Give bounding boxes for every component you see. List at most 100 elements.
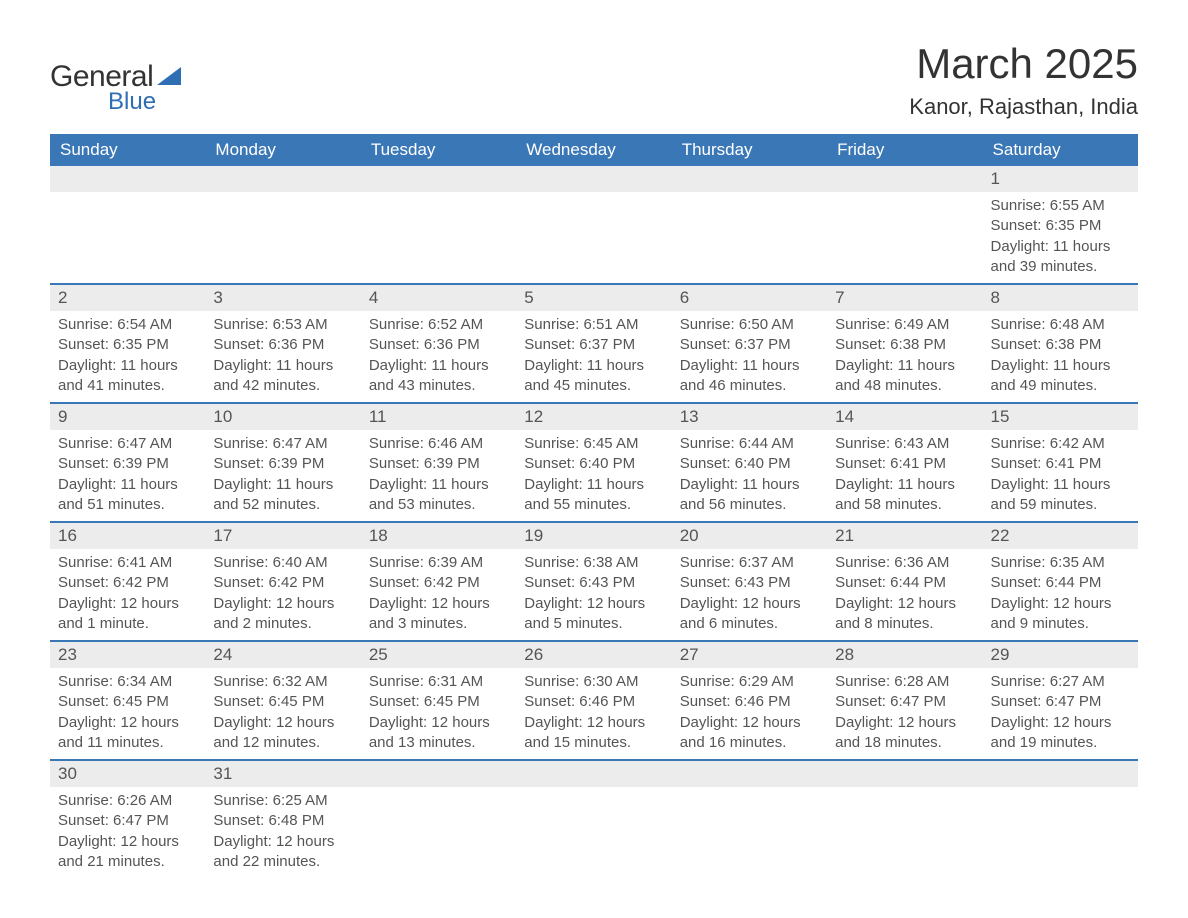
sunset-text: Sunset: 6:45 PM xyxy=(58,692,197,712)
sunset-text: Sunset: 6:39 PM xyxy=(369,454,508,474)
day-body: Sunrise: 6:28 AMSunset: 6:47 PMDaylight:… xyxy=(827,668,982,759)
sunrise-text: Sunrise: 6:47 AM xyxy=(58,434,197,454)
day-number: 2 xyxy=(50,285,205,311)
calendar-day: 5Sunrise: 6:51 AMSunset: 6:37 PMDaylight… xyxy=(516,284,671,403)
sunset-text: Sunset: 6:42 PM xyxy=(213,573,352,593)
sunset-text: Sunset: 6:43 PM xyxy=(524,573,663,593)
calendar-day: 20Sunrise: 6:37 AMSunset: 6:43 PMDayligh… xyxy=(672,522,827,641)
sunset-text: Sunset: 6:44 PM xyxy=(835,573,974,593)
sunrise-text: Sunrise: 6:42 AM xyxy=(991,434,1130,454)
weekday-header: Monday xyxy=(205,134,360,166)
daylight-text: Daylight: 12 hours and 9 minutes. xyxy=(991,594,1130,635)
day-body xyxy=(672,192,827,212)
day-number: 31 xyxy=(205,761,360,787)
sunset-text: Sunset: 6:35 PM xyxy=(58,335,197,355)
day-number: 24 xyxy=(205,642,360,668)
sunrise-text: Sunrise: 6:36 AM xyxy=(835,553,974,573)
day-body: Sunrise: 6:44 AMSunset: 6:40 PMDaylight:… xyxy=(672,430,827,521)
sunset-text: Sunset: 6:40 PM xyxy=(680,454,819,474)
day-number: 29 xyxy=(983,642,1138,668)
sunset-text: Sunset: 6:37 PM xyxy=(524,335,663,355)
location-text: Kanor, Rajasthan, India xyxy=(909,94,1138,120)
day-body: Sunrise: 6:37 AMSunset: 6:43 PMDaylight:… xyxy=(672,549,827,640)
day-number: 1 xyxy=(983,166,1138,192)
calendar-day-empty: . xyxy=(983,760,1138,878)
calendar-day: 25Sunrise: 6:31 AMSunset: 6:45 PMDayligh… xyxy=(361,641,516,760)
sunrise-text: Sunrise: 6:52 AM xyxy=(369,315,508,335)
calendar-day: 12Sunrise: 6:45 AMSunset: 6:40 PMDayligh… xyxy=(516,403,671,522)
calendar-head: SundayMondayTuesdayWednesdayThursdayFrid… xyxy=(50,134,1138,166)
calendar-day: 2Sunrise: 6:54 AMSunset: 6:35 PMDaylight… xyxy=(50,284,205,403)
day-number: 13 xyxy=(672,404,827,430)
day-body: Sunrise: 6:38 AMSunset: 6:43 PMDaylight:… xyxy=(516,549,671,640)
daylight-text: Daylight: 11 hours and 41 minutes. xyxy=(58,356,197,397)
calendar-day-empty: . xyxy=(50,166,205,284)
daylight-text: Daylight: 12 hours and 15 minutes. xyxy=(524,713,663,754)
sunset-text: Sunset: 6:45 PM xyxy=(369,692,508,712)
calendar-day: 24Sunrise: 6:32 AMSunset: 6:45 PMDayligh… xyxy=(205,641,360,760)
sunset-text: Sunset: 6:47 PM xyxy=(835,692,974,712)
day-body xyxy=(983,787,1138,807)
day-number: . xyxy=(516,166,671,192)
sunset-text: Sunset: 6:38 PM xyxy=(991,335,1130,355)
daylight-text: Daylight: 11 hours and 58 minutes. xyxy=(835,475,974,516)
sunset-text: Sunset: 6:43 PM xyxy=(680,573,819,593)
weekday-header: Thursday xyxy=(672,134,827,166)
calendar-day: 6Sunrise: 6:50 AMSunset: 6:37 PMDaylight… xyxy=(672,284,827,403)
day-body xyxy=(361,192,516,212)
day-number: 30 xyxy=(50,761,205,787)
day-body: Sunrise: 6:39 AMSunset: 6:42 PMDaylight:… xyxy=(361,549,516,640)
sunrise-text: Sunrise: 6:27 AM xyxy=(991,672,1130,692)
calendar-day: 16Sunrise: 6:41 AMSunset: 6:42 PMDayligh… xyxy=(50,522,205,641)
calendar-day-empty: . xyxy=(827,166,982,284)
calendar-day: 22Sunrise: 6:35 AMSunset: 6:44 PMDayligh… xyxy=(983,522,1138,641)
sunrise-text: Sunrise: 6:31 AM xyxy=(369,672,508,692)
day-body xyxy=(361,787,516,807)
day-number: . xyxy=(50,166,205,192)
sunrise-text: Sunrise: 6:37 AM xyxy=(680,553,819,573)
daylight-text: Daylight: 11 hours and 51 minutes. xyxy=(58,475,197,516)
day-body: Sunrise: 6:53 AMSunset: 6:36 PMDaylight:… xyxy=(205,311,360,402)
day-number: 20 xyxy=(672,523,827,549)
calendar-day: 26Sunrise: 6:30 AMSunset: 6:46 PMDayligh… xyxy=(516,641,671,760)
daylight-text: Daylight: 12 hours and 19 minutes. xyxy=(991,713,1130,754)
daylight-text: Daylight: 11 hours and 48 minutes. xyxy=(835,356,974,397)
daylight-text: Daylight: 11 hours and 39 minutes. xyxy=(991,237,1130,278)
day-body: Sunrise: 6:45 AMSunset: 6:40 PMDaylight:… xyxy=(516,430,671,521)
day-body: Sunrise: 6:31 AMSunset: 6:45 PMDaylight:… xyxy=(361,668,516,759)
day-body: Sunrise: 6:47 AMSunset: 6:39 PMDaylight:… xyxy=(50,430,205,521)
daylight-text: Daylight: 12 hours and 13 minutes. xyxy=(369,713,508,754)
day-number: . xyxy=(516,761,671,787)
day-number: 3 xyxy=(205,285,360,311)
sunset-text: Sunset: 6:46 PM xyxy=(524,692,663,712)
header-row: General Blue March 2025 Kanor, Rajasthan… xyxy=(50,40,1138,120)
sunset-text: Sunset: 6:37 PM xyxy=(680,335,819,355)
day-body: Sunrise: 6:51 AMSunset: 6:37 PMDaylight:… xyxy=(516,311,671,402)
calendar-day-empty: . xyxy=(827,760,982,878)
calendar-day-empty: . xyxy=(361,166,516,284)
day-number: 22 xyxy=(983,523,1138,549)
daylight-text: Daylight: 12 hours and 5 minutes. xyxy=(524,594,663,635)
day-number: 5 xyxy=(516,285,671,311)
calendar-week: 23Sunrise: 6:34 AMSunset: 6:45 PMDayligh… xyxy=(50,641,1138,760)
day-number: . xyxy=(827,761,982,787)
day-number: . xyxy=(672,166,827,192)
sunset-text: Sunset: 6:48 PM xyxy=(213,811,352,831)
day-body: Sunrise: 6:40 AMSunset: 6:42 PMDaylight:… xyxy=(205,549,360,640)
calendar-day: 23Sunrise: 6:34 AMSunset: 6:45 PMDayligh… xyxy=(50,641,205,760)
calendar-day: 4Sunrise: 6:52 AMSunset: 6:36 PMDaylight… xyxy=(361,284,516,403)
sunrise-text: Sunrise: 6:48 AM xyxy=(991,315,1130,335)
calendar-day: 14Sunrise: 6:43 AMSunset: 6:41 PMDayligh… xyxy=(827,403,982,522)
day-number: 10 xyxy=(205,404,360,430)
calendar-week: ......1Sunrise: 6:55 AMSunset: 6:35 PMDa… xyxy=(50,166,1138,284)
daylight-text: Daylight: 12 hours and 12 minutes. xyxy=(213,713,352,754)
weekday-row: SundayMondayTuesdayWednesdayThursdayFrid… xyxy=(50,134,1138,166)
sunrise-text: Sunrise: 6:41 AM xyxy=(58,553,197,573)
daylight-text: Daylight: 12 hours and 2 minutes. xyxy=(213,594,352,635)
day-body: Sunrise: 6:47 AMSunset: 6:39 PMDaylight:… xyxy=(205,430,360,521)
sunrise-text: Sunrise: 6:32 AM xyxy=(213,672,352,692)
calendar-day: 17Sunrise: 6:40 AMSunset: 6:42 PMDayligh… xyxy=(205,522,360,641)
day-body: Sunrise: 6:34 AMSunset: 6:45 PMDaylight:… xyxy=(50,668,205,759)
sunrise-text: Sunrise: 6:28 AM xyxy=(835,672,974,692)
day-number: 18 xyxy=(361,523,516,549)
